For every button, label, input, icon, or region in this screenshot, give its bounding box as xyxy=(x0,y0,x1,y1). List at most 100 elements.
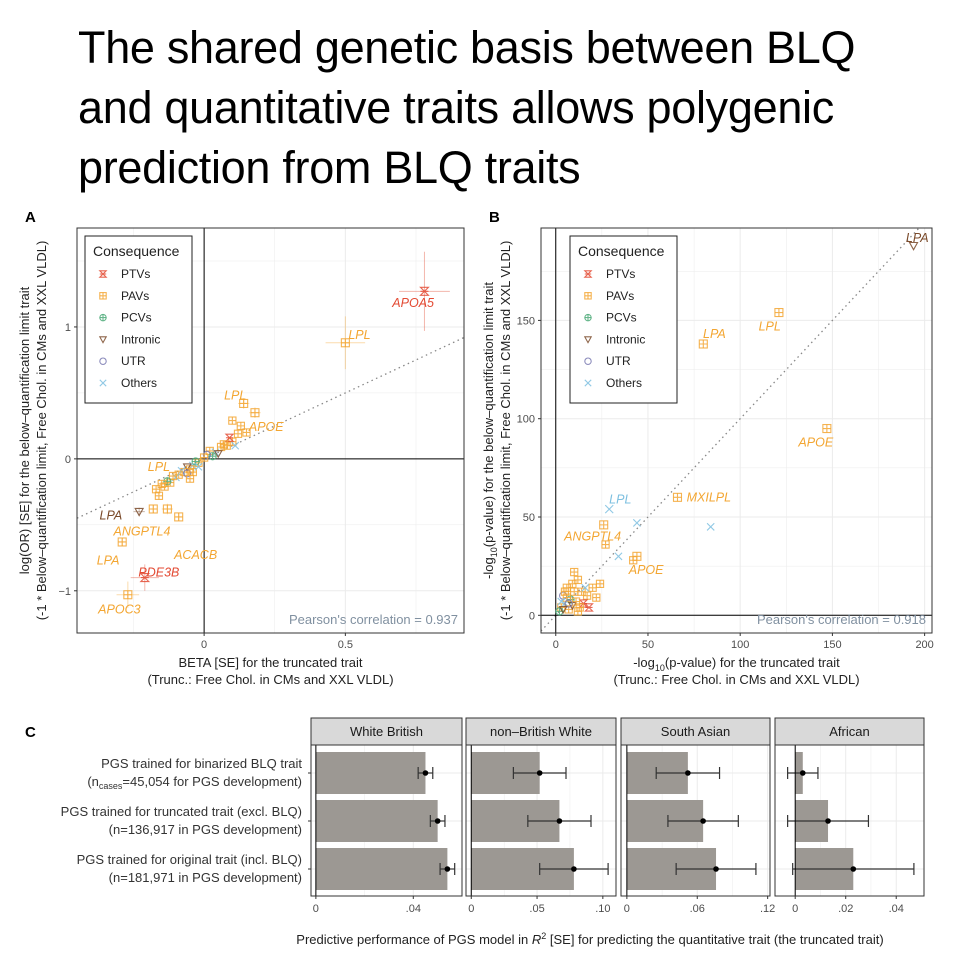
x-tick-label: .12 xyxy=(760,903,775,915)
gene-label: LPA xyxy=(703,327,726,341)
x-tick-label: 0 xyxy=(792,903,798,915)
facet-frame xyxy=(465,744,617,897)
legend-label: Others xyxy=(121,376,157,390)
x-axis-subtitle: (Trunc.: Free Chol. in CMs and XXL VLDL) xyxy=(147,672,393,687)
point-pavs xyxy=(560,587,570,596)
point-estimate xyxy=(556,818,563,824)
panel-B: B LPA LPL LPA APOE MXILPL LPL ANGPTL4 APOE 0 50 100… xyxy=(481,209,934,687)
x-icon xyxy=(99,379,107,387)
point-pavs xyxy=(698,339,708,349)
x-axis-subtitle: (Trunc.: Free Chol. in CMs and XXL VLDL) xyxy=(613,672,859,687)
legend-title: Consequence xyxy=(578,243,665,259)
point-pavs xyxy=(157,479,166,489)
point-others xyxy=(194,462,203,471)
point-others xyxy=(706,522,715,531)
point-intronic xyxy=(182,463,192,472)
point-pavs xyxy=(168,471,178,481)
gene-label: PDE3B xyxy=(138,565,179,579)
point-pavs xyxy=(822,423,832,434)
point-others xyxy=(632,518,641,527)
point-pavs xyxy=(632,551,642,561)
y-tick-label: 50 xyxy=(523,512,535,524)
x-axis-title: Predictive performance of PGS model in R… xyxy=(296,931,883,947)
point-pavs xyxy=(123,590,133,600)
circle-plus-icon xyxy=(99,313,107,322)
gene-label: LPL xyxy=(224,389,246,403)
gene-label: LPA xyxy=(100,509,123,523)
category-label: PGS trained for binarized BLQ trait xyxy=(101,756,302,771)
point-utr xyxy=(183,469,192,478)
point-pavs xyxy=(242,428,251,437)
point-estimate xyxy=(422,770,429,776)
legend: Consequence PTVs PAVs PCVs Intronic UTR Others xyxy=(84,235,193,404)
legend-label: PTVs xyxy=(606,267,635,281)
point-estimate xyxy=(536,770,543,776)
gene-label: APOA5 xyxy=(391,296,434,310)
category-label: PGS trained for truncated trait (excl. B… xyxy=(61,804,302,819)
gene-label: LPL xyxy=(759,319,781,333)
y-axis-title: log(OR) [SE] for the below–quantificatio… xyxy=(17,286,32,574)
point-pavs xyxy=(250,408,260,418)
y-tick-label: 0 xyxy=(65,454,71,466)
x-tick-label: 0 xyxy=(624,903,630,915)
facet-white-british: White British 0 .04 xyxy=(308,717,463,915)
y-tick-label: 100 xyxy=(517,414,535,426)
circle-plus-icon xyxy=(584,313,592,322)
point-estimate xyxy=(434,818,441,824)
point-estimate xyxy=(713,866,719,872)
x-tick-label: .06 xyxy=(690,903,705,915)
point-pavs xyxy=(239,398,249,409)
gene-label: ACACB xyxy=(173,548,217,562)
y-tick-label: 1 xyxy=(65,322,71,334)
point-pavs xyxy=(199,453,209,462)
panel-label-A: A xyxy=(25,209,36,226)
gene-label: LPL xyxy=(148,460,170,474)
point-pavs xyxy=(154,491,164,500)
bar xyxy=(315,752,426,794)
x-tick-label: .10 xyxy=(595,903,610,915)
hourglass-x-icon xyxy=(583,270,593,278)
gene-label: APOC3 xyxy=(97,602,140,616)
legend-label: UTR xyxy=(606,354,631,368)
point-pavs xyxy=(568,579,577,588)
x-tick-label: 0 xyxy=(468,903,474,915)
point-pavs xyxy=(117,537,127,547)
triangle-down-icon xyxy=(583,336,593,344)
legend-label: Intronic xyxy=(121,332,160,346)
point-pavs xyxy=(570,567,579,577)
legend-title: Consequence xyxy=(93,243,180,259)
y-axis-title-group: log(OR) [SE] for the below–quantificatio… xyxy=(17,241,49,621)
point-others xyxy=(614,552,623,561)
point-others xyxy=(604,504,614,514)
point-others xyxy=(557,597,566,606)
legend-label: UTR xyxy=(121,354,146,368)
facet-title: non–British White xyxy=(490,724,592,739)
facet-title: African xyxy=(829,724,869,739)
gene-label: LPA xyxy=(906,231,929,245)
x-tick-label: 0 xyxy=(313,903,319,915)
bar xyxy=(315,800,438,842)
point-estimate xyxy=(571,866,577,872)
y-tick-label: 0 xyxy=(529,610,535,622)
plus-square-icon xyxy=(99,292,107,300)
point-pavs xyxy=(174,512,184,522)
legend-label: PTVs xyxy=(121,267,150,281)
point-ptvs xyxy=(224,433,235,442)
point-utr xyxy=(564,599,573,608)
category-sublabel: (n=136,917 in PGS development) xyxy=(109,822,302,837)
point-pavs xyxy=(577,587,586,596)
x-tick-label: .04 xyxy=(889,903,904,915)
y-tick-label: 150 xyxy=(517,315,535,327)
point-utr xyxy=(202,450,212,460)
point-pavs xyxy=(573,607,583,616)
x-tick-label: 0.5 xyxy=(338,639,353,651)
x-axis-title: -log10(p-value) for the truncated trait xyxy=(633,655,840,673)
point-pavs xyxy=(219,440,229,449)
legend-label: PCVs xyxy=(606,311,637,325)
point-pavs xyxy=(151,485,161,494)
gene-label: LPA xyxy=(97,553,120,567)
facet-frame xyxy=(774,744,925,897)
point-ptvs xyxy=(139,573,151,583)
point-pavs xyxy=(188,467,197,477)
point-estimate xyxy=(850,866,857,872)
